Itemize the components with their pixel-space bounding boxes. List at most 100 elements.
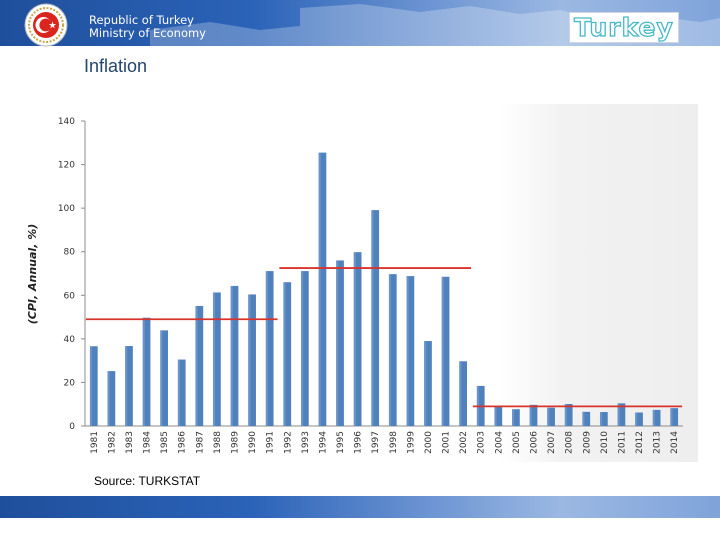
bar-highlight-2002 [459,361,462,426]
y-tick-label: 20 [64,378,76,388]
bar-1984 [142,317,151,426]
bar-highlight-1990 [248,294,251,426]
bar-highlight-1994 [318,152,321,426]
x-tick-label: 1997 [371,431,381,454]
bar-highlight-1999 [406,276,409,426]
bar-highlight-1992 [283,282,286,426]
bar-1990 [248,294,256,426]
bar-1981 [89,346,98,426]
bar-highlight-1988 [213,292,216,426]
y-tick-label: 60 [64,291,76,301]
bar-highlight-1987 [195,305,198,426]
bar-highlight-2012 [635,412,638,426]
x-tick-label: 1983 [125,431,135,454]
bar-highlight-1983 [125,346,128,426]
x-tick-label: 2001 [442,431,452,454]
turkey-logo: Turkey [569,12,679,43]
bar-highlight-1998 [388,274,392,426]
bar-highlight-2007 [547,407,550,426]
bar-2012 [635,412,643,426]
bar-highlight-1996 [353,252,356,426]
bar-2004 [494,405,503,426]
bar-highlight-1989 [230,285,233,426]
y-tick-label: 40 [64,335,76,345]
bar-2002 [459,361,468,426]
bar-highlight-1986 [177,359,181,426]
header-banner: Republic of Turkey Ministry of Economy T… [0,0,720,47]
bar-1983 [125,346,133,426]
bar-1992 [283,282,292,426]
x-tick-label: 1986 [178,431,188,454]
bar-highlight-1981 [89,346,93,426]
bar-highlight-2009 [582,411,585,426]
page-title: Inflation [84,56,148,76]
bar-1994 [318,152,327,426]
x-tick-label: 2002 [459,431,469,454]
bar-highlight-2000 [424,341,427,426]
turkey-logo-text: Turkey [574,12,674,42]
bar-1999 [406,276,415,426]
x-tick-label: 2003 [477,431,487,454]
bar-highlight-1984 [142,317,145,426]
source-note: Source: TURKSTAT [94,474,201,488]
y-tick-label: 140 [58,117,75,127]
bar-highlight-2005 [512,409,515,426]
bar-highlight-2008 [564,403,567,426]
bar-highlight-2010 [599,412,603,426]
x-tick-label: 1996 [354,431,364,454]
ministry-seal-icon [24,3,68,47]
bar-1986 [177,359,186,426]
x-tick-label: 1984 [143,431,153,454]
x-tick-label: 2009 [582,431,592,454]
bar-2013 [652,409,661,426]
bar-1996 [353,252,362,426]
x-tick-label: 1988 [213,431,223,454]
x-tick-label: 2007 [547,431,557,454]
bar-1993 [300,271,309,426]
y-axis-label: (CPI, Annual, %) [26,224,39,325]
bar-2006 [529,404,538,426]
bar-2000 [424,341,432,426]
x-tick-label: 1992 [283,431,293,454]
bar-2014 [670,408,679,426]
x-tick-label: 1994 [318,431,328,454]
bar-highlight-2006 [529,404,532,426]
x-tick-label: 2011 [617,431,627,454]
bar-highlight-2013 [652,409,655,426]
y-tick-label: 120 [58,161,75,171]
bar-highlight-2004 [494,405,497,426]
x-tick-label: 2014 [670,431,680,454]
inflation-bar-chart: 0 20 40 60 80 100 120 140 1981 1982 1983 1984 1985 1… [26,104,698,462]
x-tick-label: 2013 [653,431,663,454]
x-tick-label: 2006 [530,431,540,454]
x-tick-label: 1990 [248,431,258,454]
bar-1987 [195,305,204,426]
bar-1991 [265,271,274,426]
bar-2001 [441,276,450,426]
x-tick-label: 1991 [266,431,276,454]
x-tick-label: 1985 [160,431,170,454]
x-tick-label: 1981 [90,431,100,454]
bar-highlight-2001 [441,276,444,426]
x-tick-label: 2010 [600,431,610,454]
org-name-line1: Republic of Turkey [89,13,194,27]
bar-highlight-1985 [160,330,163,426]
x-tick-label: 2000 [424,431,434,454]
footer-banner [0,496,720,518]
bar-highlight-2014 [670,408,673,426]
bar-2011 [617,403,626,426]
bar-1988 [213,292,221,426]
x-tick-label: 1993 [301,431,311,454]
x-tick-label: 1982 [107,431,117,454]
bar-highlight-1991 [265,271,268,426]
bar-2008 [564,403,573,426]
bar-2005 [512,409,520,426]
x-tick-label: 1989 [231,431,241,454]
y-tick-label: 100 [58,204,75,214]
bar-1995 [336,260,344,426]
org-name-line2: Ministry of Economy [89,26,206,40]
x-tick-label: 1987 [195,431,205,454]
x-tick-label: 1999 [406,431,416,454]
y-tick-label: 80 [64,248,76,258]
x-tick-label: 2012 [635,431,645,454]
